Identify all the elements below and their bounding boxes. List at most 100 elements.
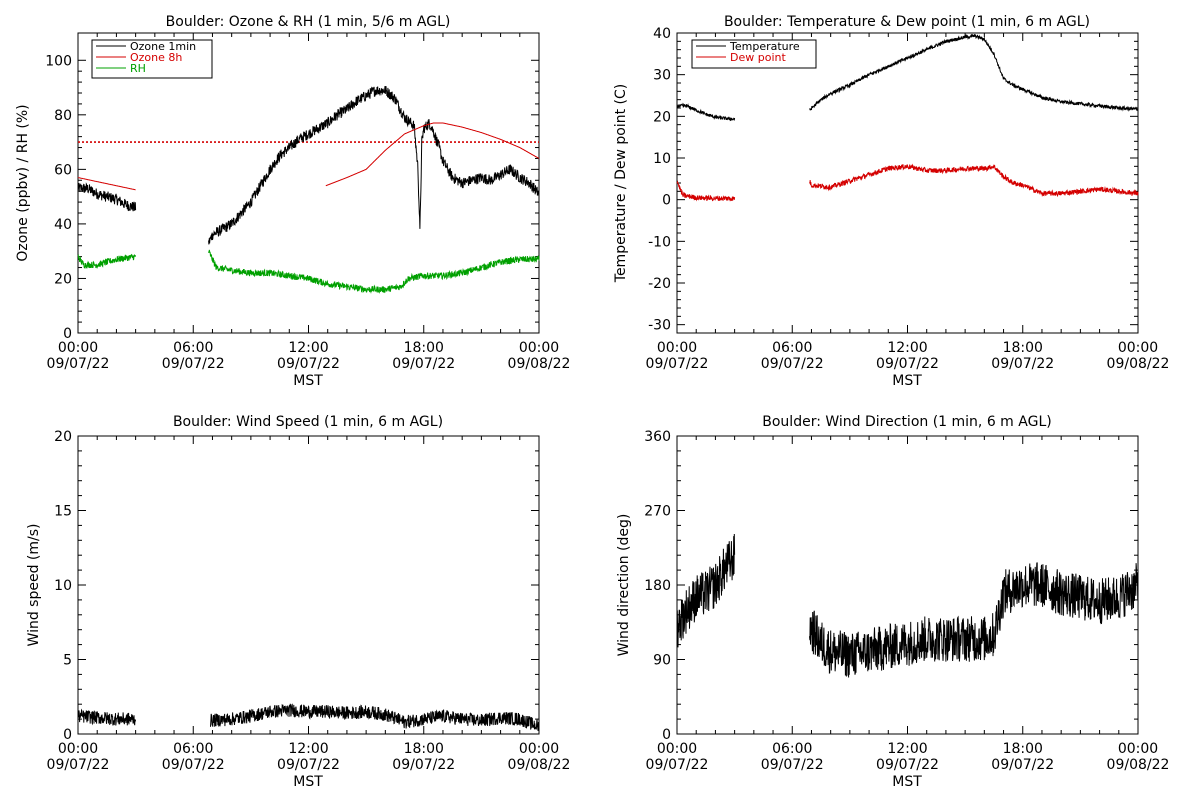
x-tick-date: 09/08/22 xyxy=(508,757,571,773)
axis-ticks: 09018027036000:0009/07/2206:0009/07/2212… xyxy=(644,429,1169,773)
plot-frame xyxy=(77,435,540,735)
x-tick-time: 18:00 xyxy=(404,741,444,757)
x-tick-date: 09/07/22 xyxy=(392,356,455,372)
series-line xyxy=(77,177,136,191)
y-tick-label: 0 xyxy=(63,727,72,743)
y-tick-label: 180 xyxy=(644,578,671,594)
x-tick-date: 09/07/22 xyxy=(761,356,824,372)
chart-title: Boulder: Wind Speed (1 min, 6 m AGL) xyxy=(173,414,443,430)
x-tick-date: 09/07/22 xyxy=(47,356,110,372)
x-tick-time: 00:00 xyxy=(1118,741,1158,757)
y-axis-label: Ozone (ppbv) / RH (%) xyxy=(15,104,31,261)
x-tick-date: 09/07/22 xyxy=(991,356,1054,372)
x-tick-time: 18:00 xyxy=(404,340,444,356)
x-tick-time: 00:00 xyxy=(657,741,697,757)
series-layer xyxy=(676,533,1139,678)
y-axis-label: Temperature / Dew point (C) xyxy=(613,84,629,283)
x-tick-time: 00:00 xyxy=(519,741,559,757)
legend-label: RH xyxy=(130,62,146,75)
x-tick-date: 09/07/22 xyxy=(162,757,225,773)
y-axis-label: Wind speed (m/s) xyxy=(26,524,42,647)
legend-label: Temperature xyxy=(729,40,800,53)
x-tick-date: 09/07/22 xyxy=(277,757,340,773)
x-tick-date: 09/08/22 xyxy=(508,356,571,372)
legend-label: Ozone 1min xyxy=(130,40,196,53)
y-tick-label: -30 xyxy=(648,318,671,334)
series-line xyxy=(325,122,540,187)
y-tick-label: 10 xyxy=(653,151,671,167)
chart-title: Boulder: Wind Direction (1 min, 6 m AGL) xyxy=(762,414,1051,430)
x-tick-time: 12:00 xyxy=(288,340,328,356)
series-line xyxy=(676,533,736,648)
x-tick-time: 00:00 xyxy=(657,340,697,356)
plot-frame xyxy=(676,32,1139,334)
chart-title: Boulder: Temperature & Dew point (1 min,… xyxy=(724,14,1090,30)
series-layer xyxy=(77,703,540,731)
panel-temperature-dewpoint: Boulder: Temperature & Dew point (1 min,… xyxy=(613,14,1169,389)
x-tick-time: 12:00 xyxy=(887,741,927,757)
series-line xyxy=(77,708,137,726)
y-tick-label: 100 xyxy=(45,53,72,69)
series-line xyxy=(809,562,1139,678)
y-tick-label: 0 xyxy=(63,326,72,342)
x-tick-time: 00:00 xyxy=(519,340,559,356)
panel-wind-direction: Boulder: Wind Direction (1 min, 6 m AGL)… xyxy=(616,414,1169,790)
x-axis-label: MST xyxy=(293,774,323,790)
legend-label: Ozone 8h xyxy=(130,51,182,64)
series-line xyxy=(676,102,736,122)
x-tick-time: 00:00 xyxy=(1118,340,1158,356)
x-tick-time: 18:00 xyxy=(1003,340,1043,356)
x-tick-date: 09/07/22 xyxy=(162,356,225,372)
y-tick-label: 80 xyxy=(54,108,72,124)
y-tick-label: 30 xyxy=(653,68,671,84)
x-tick-time: 18:00 xyxy=(1003,741,1043,757)
x-tick-time: 06:00 xyxy=(173,340,213,356)
x-tick-time: 00:00 xyxy=(58,340,98,356)
series-layer xyxy=(676,33,1139,202)
series-line xyxy=(676,180,736,202)
x-tick-date: 09/07/22 xyxy=(991,757,1054,773)
y-tick-label: -20 xyxy=(648,276,671,292)
x-tick-time: 06:00 xyxy=(173,741,213,757)
y-tick-label: 360 xyxy=(644,429,671,445)
axis-ticks: 0510152000:0009/07/2206:0009/07/2212:000… xyxy=(47,429,571,773)
axis-ticks: 02040608010000:0009/07/2206:0009/07/2212… xyxy=(45,33,570,372)
x-tick-date: 09/07/22 xyxy=(646,356,709,372)
x-tick-date: 09/07/22 xyxy=(392,757,455,773)
series-line xyxy=(77,182,137,212)
series-layer xyxy=(77,86,540,294)
x-tick-date: 09/07/22 xyxy=(646,757,709,773)
y-tick-label: -10 xyxy=(648,234,671,250)
y-tick-label: 0 xyxy=(662,727,671,743)
x-tick-time: 12:00 xyxy=(887,340,927,356)
y-tick-label: 40 xyxy=(54,217,72,233)
y-tick-label: 20 xyxy=(653,109,671,125)
series-line xyxy=(809,33,1139,112)
x-tick-date: 09/07/22 xyxy=(876,356,939,372)
y-tick-label: 90 xyxy=(653,653,671,669)
series-line xyxy=(208,249,540,294)
series-line xyxy=(210,703,540,731)
x-tick-date: 09/07/22 xyxy=(47,757,110,773)
chart-title: Boulder: Ozone & RH (1 min, 5/6 m AGL) xyxy=(166,14,451,30)
y-tick-label: 20 xyxy=(54,429,72,445)
x-axis-label: MST xyxy=(892,774,922,790)
y-tick-label: 10 xyxy=(54,578,72,594)
x-axis-label: MST xyxy=(293,373,323,389)
x-tick-date: 09/07/22 xyxy=(277,356,340,372)
y-tick-label: 5 xyxy=(63,653,72,669)
axis-ticks: -30-20-1001020304000:0009/07/2206:0009/0… xyxy=(646,26,1170,372)
x-tick-time: 12:00 xyxy=(288,741,328,757)
y-axis-label: Wind direction (deg) xyxy=(616,514,632,657)
x-tick-time: 06:00 xyxy=(772,741,812,757)
legend-box xyxy=(691,39,817,69)
x-tick-time: 06:00 xyxy=(772,340,812,356)
y-tick-label: 0 xyxy=(662,193,671,209)
y-tick-label: 15 xyxy=(54,504,72,520)
x-tick-date: 09/07/22 xyxy=(761,757,824,773)
x-tick-date: 09/07/22 xyxy=(876,757,939,773)
series-line xyxy=(77,253,137,269)
y-tick-label: 20 xyxy=(54,271,72,287)
